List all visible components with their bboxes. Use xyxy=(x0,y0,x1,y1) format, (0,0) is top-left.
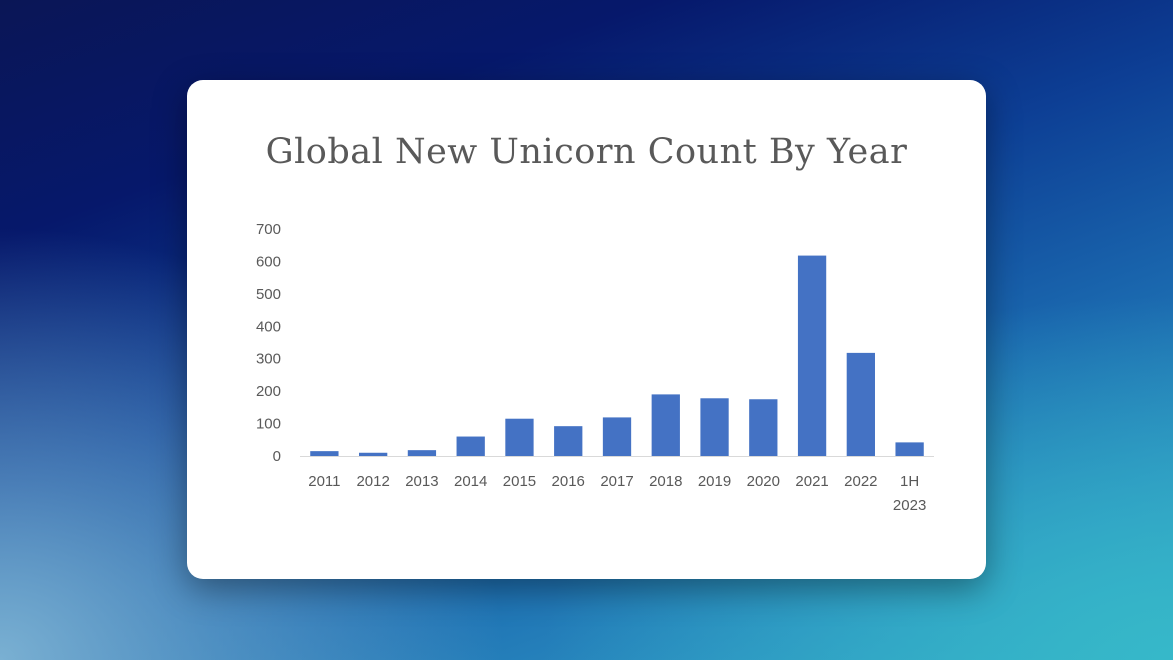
x-tick-label: 2020 xyxy=(747,473,780,490)
bar xyxy=(797,255,827,456)
x-tick-label: 2022 xyxy=(844,473,877,490)
x-tick-label-line: 2014 xyxy=(454,473,487,490)
x-tick-label: 2013 xyxy=(405,473,438,490)
x-tick-label-line: 2022 xyxy=(844,473,877,490)
x-tick-label-line: 2019 xyxy=(698,473,731,490)
x-tick-label-line: 2015 xyxy=(503,473,536,490)
bar xyxy=(310,451,339,456)
bar xyxy=(846,352,875,456)
x-tick-label-line: 2021 xyxy=(795,473,828,490)
y-axis: 0 100 200 300 400 500 600 700 xyxy=(256,221,281,465)
x-tick-label: 2011 xyxy=(308,473,340,490)
x-tick-label: 2017 xyxy=(600,473,633,490)
bar xyxy=(749,399,778,456)
x-tick-label: 2016 xyxy=(552,473,585,490)
bar xyxy=(554,426,583,456)
chart-card: Global New Unicorn Count By Year 0 100 200… xyxy=(187,80,986,579)
y-tick-label: 300 xyxy=(256,351,281,368)
bar xyxy=(602,417,632,456)
bar xyxy=(700,398,729,456)
x-tick-label: 1H 2023 xyxy=(893,473,926,514)
x-tick-label: 2019 xyxy=(698,473,731,490)
bar xyxy=(895,442,924,456)
x-tick-label: 2014 xyxy=(454,473,487,490)
x-tick-label-line: 1H xyxy=(900,473,919,490)
y-tick-label: 200 xyxy=(256,383,281,400)
bar-series xyxy=(310,255,924,456)
bar xyxy=(456,436,485,456)
x-tick-label-line: 2011 xyxy=(308,473,340,490)
bar xyxy=(407,450,437,456)
y-tick-label: 700 xyxy=(256,221,281,238)
x-tick-label-line: 2016 xyxy=(552,473,585,490)
x-tick-label-line: 2012 xyxy=(356,473,389,490)
y-tick-label: 100 xyxy=(256,416,281,433)
x-tick-label-line: 2023 xyxy=(893,497,926,514)
y-tick-label: 0 xyxy=(273,448,281,465)
x-tick-label: 2021 xyxy=(795,473,828,490)
x-tick-label-line: 2018 xyxy=(649,473,682,490)
x-tick-label-line: 2020 xyxy=(747,473,780,490)
x-tick-label: 2012 xyxy=(356,473,389,490)
x-tick-label-line: 2017 xyxy=(600,473,633,490)
y-tick-label: 400 xyxy=(256,318,281,335)
y-tick-label: 600 xyxy=(256,253,281,270)
bar xyxy=(651,394,680,456)
x-tick-label: 2018 xyxy=(649,473,682,490)
y-tick-label: 500 xyxy=(256,286,281,303)
x-tick-label: 2015 xyxy=(503,473,536,490)
x-tick-label-line: 2013 xyxy=(405,473,438,490)
bar xyxy=(505,418,534,456)
bar xyxy=(359,452,388,456)
chart-title: Global New Unicorn Count By Year xyxy=(265,132,908,172)
x-axis: 2011 2012 2013 2014 2015 2016 2017 2018 2019 2020… xyxy=(308,473,926,514)
